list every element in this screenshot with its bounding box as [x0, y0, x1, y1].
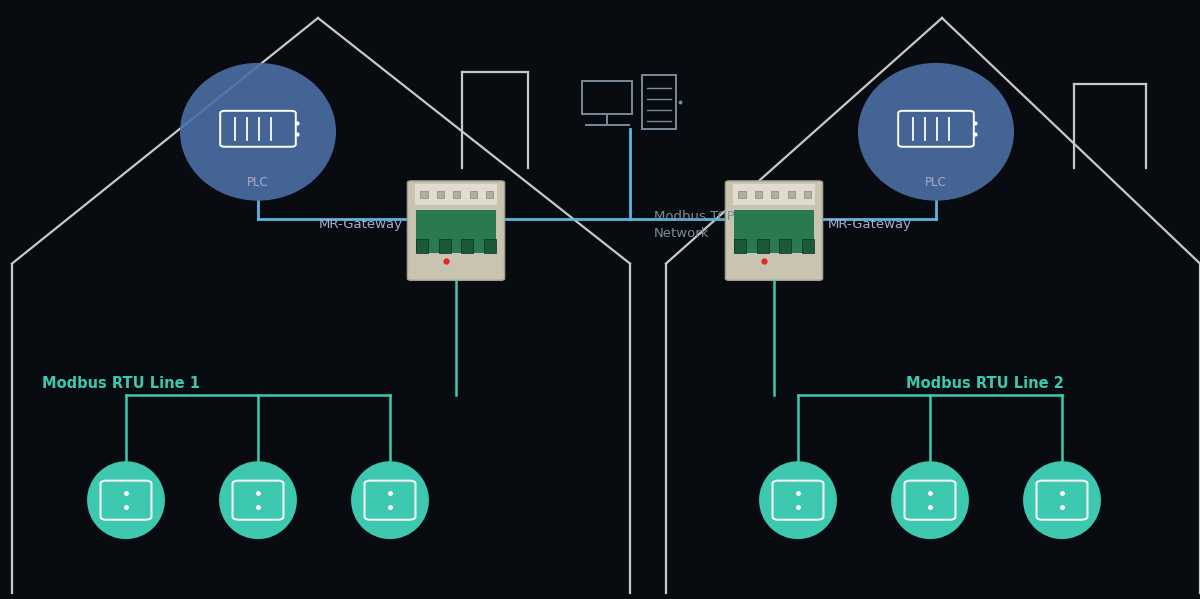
Bar [757, 240, 769, 253]
Text: Modbus RTU Line 2: Modbus RTU Line 2 [906, 376, 1064, 391]
Bar [461, 240, 473, 253]
Ellipse shape [1024, 461, 1100, 539]
Ellipse shape [180, 63, 336, 201]
Bar [420, 191, 427, 198]
Bar [738, 191, 745, 198]
Bar [732, 184, 816, 205]
Bar [454, 191, 461, 198]
Ellipse shape [892, 461, 968, 539]
Bar [416, 210, 497, 253]
Bar [416, 240, 428, 253]
Bar [779, 240, 791, 253]
FancyBboxPatch shape [408, 181, 505, 280]
Bar [484, 240, 496, 253]
Bar [415, 184, 498, 205]
Bar [437, 191, 444, 198]
Text: PLC: PLC [925, 176, 947, 189]
Text: Modbus RTU Line 1: Modbus RTU Line 1 [42, 376, 200, 391]
Text: MR-Gateway: MR-Gateway [319, 218, 403, 231]
Bar [755, 191, 762, 198]
Bar [804, 191, 811, 198]
Bar [642, 75, 676, 129]
Bar [734, 210, 815, 253]
Ellipse shape [352, 461, 428, 539]
Ellipse shape [760, 461, 836, 539]
Bar [582, 81, 632, 114]
Bar [787, 191, 794, 198]
Bar [486, 191, 493, 198]
Bar [439, 240, 451, 253]
Bar [802, 240, 814, 253]
Bar [772, 191, 779, 198]
Text: PLC: PLC [247, 176, 269, 189]
Ellipse shape [88, 461, 164, 539]
FancyBboxPatch shape [726, 181, 823, 280]
Ellipse shape [858, 63, 1014, 201]
Bar [734, 240, 746, 253]
Text: Modbus TCP
Network: Modbus TCP Network [654, 210, 734, 240]
Ellipse shape [220, 461, 296, 539]
Bar [469, 191, 476, 198]
Text: MR-Gateway: MR-Gateway [828, 218, 912, 231]
